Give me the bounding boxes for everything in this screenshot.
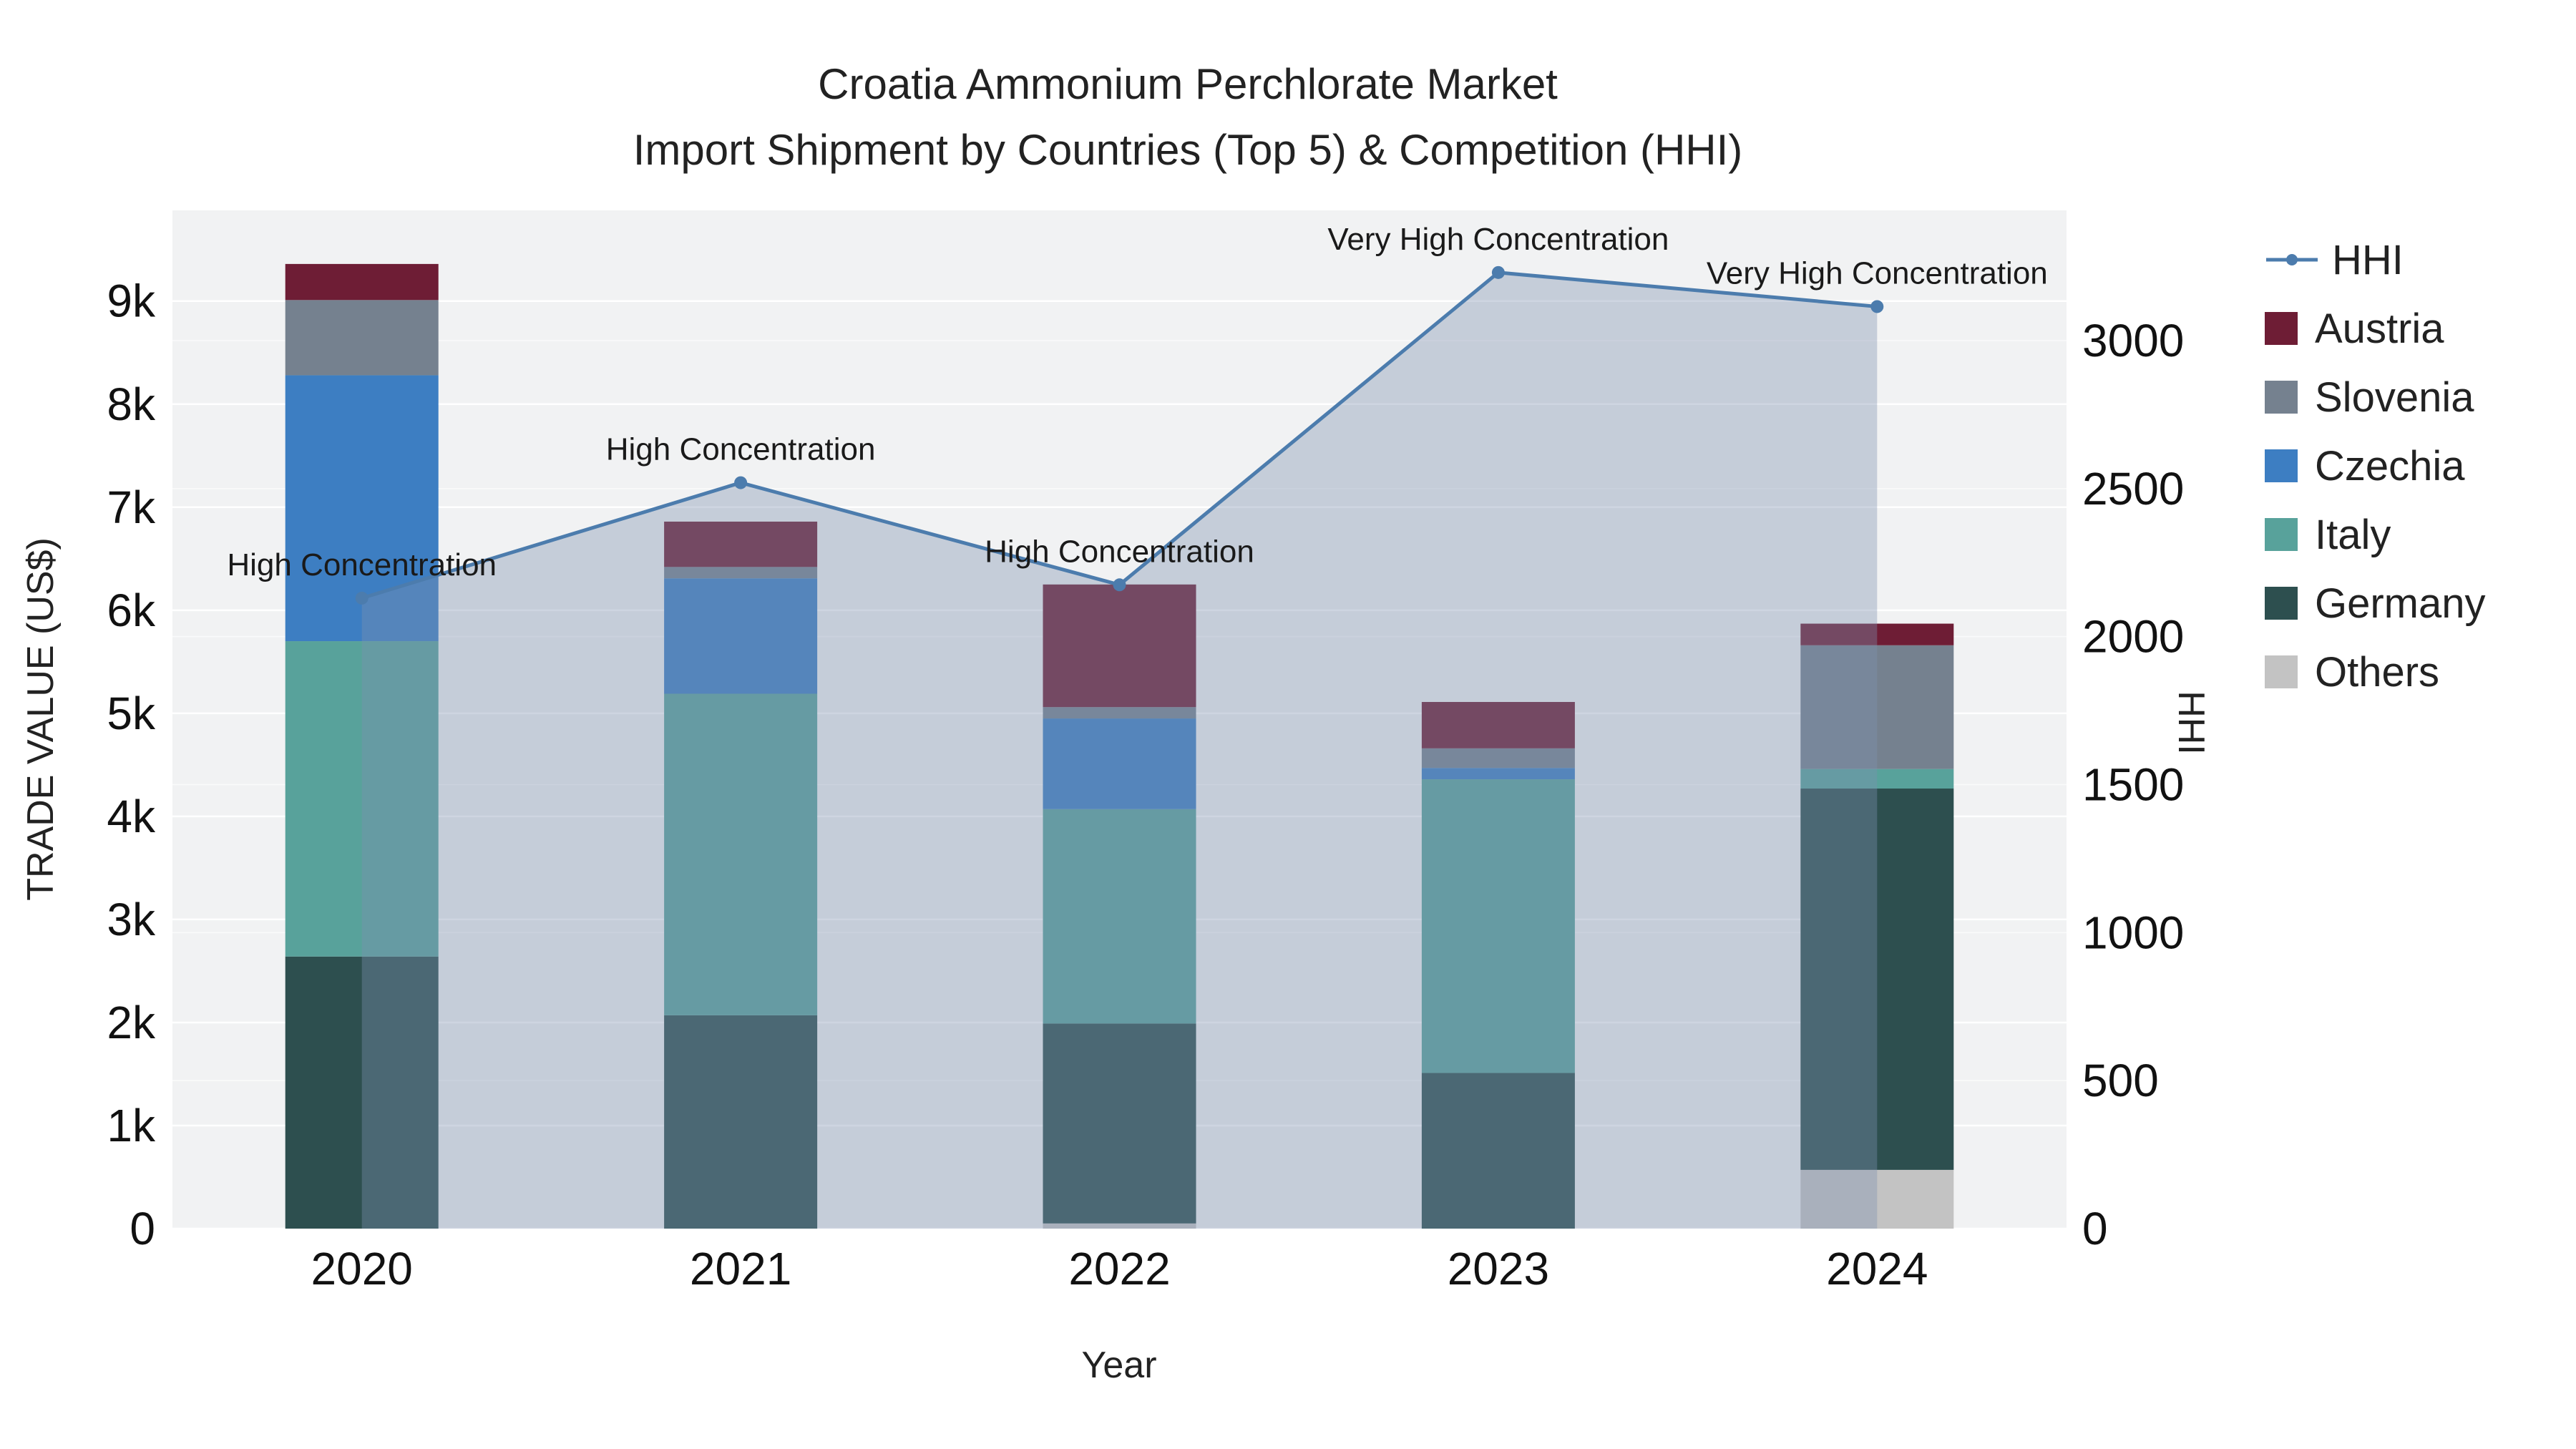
chart-subtitle: Import Shipment by Countries (Top 5) & C… <box>633 126 1743 174</box>
x-tick-2020: 2020 <box>311 1243 413 1294</box>
legend-label: Slovenia <box>2315 374 2474 421</box>
x-tick-2024: 2024 <box>1826 1243 1928 1294</box>
y-right-tick: 2500 <box>2082 463 2184 514</box>
hhi-marker-2024[interactable] <box>1870 300 1884 313</box>
legend-label: Czechia <box>2315 442 2465 489</box>
annotation-2020: High Concentration <box>227 547 497 582</box>
bar-segment-slovenia-2020[interactable] <box>285 300 439 376</box>
bar-segment-czechia-2021[interactable] <box>664 578 818 694</box>
y-left-tick: 1k <box>107 1100 156 1151</box>
y-right-tick: 500 <box>2082 1055 2159 1106</box>
hhi-marker-2021[interactable] <box>734 476 748 489</box>
bar-segment-others-2024[interactable] <box>1800 1169 1954 1229</box>
bar-segment-germany-2020[interactable] <box>285 956 439 1229</box>
legend-swatch-others <box>2265 655 2298 688</box>
y-left-tick: 0 <box>130 1203 155 1254</box>
hhi-line-icon <box>2266 254 2318 265</box>
bar-segment-italy-2021[interactable] <box>664 693 818 1015</box>
legend-swatch-slovenia <box>2265 381 2298 414</box>
hhi-area-fill <box>361 272 1878 1229</box>
x-axis-title: Year <box>1081 1345 1157 1386</box>
legend-label: Others <box>2315 648 2440 696</box>
bar-segment-italy-2024[interactable] <box>1800 769 1954 789</box>
legend-swatch-czechia <box>2265 449 2298 482</box>
bar-segment-italy-2022[interactable] <box>1043 809 1196 1024</box>
bar-segment-slovenia-2023[interactable] <box>1421 748 1575 769</box>
y-right-tick: 3000 <box>2082 315 2184 366</box>
legend-label: Austria <box>2315 305 2444 352</box>
legend-swatch-austria <box>2265 312 2298 345</box>
hhi-marker-2023[interactable] <box>1491 265 1505 279</box>
legend-label: HHI <box>2332 236 2404 283</box>
bar-segment-italy-2020[interactable] <box>285 641 439 957</box>
hhi-marker-2022[interactable] <box>1113 578 1126 592</box>
legend-swatch-italy <box>2265 518 2298 551</box>
legend-item-czechia[interactable]: Czechia <box>2265 431 2486 500</box>
bar-segment-austria-2020[interactable] <box>285 263 439 301</box>
legend-item-italy[interactable]: Italy <box>2265 500 2486 569</box>
hhi-line[interactable] <box>355 265 1884 605</box>
bar-segment-austria-2021[interactable] <box>664 521 818 567</box>
bar-segment-czechia-2023[interactable] <box>1421 768 1575 780</box>
y-right-tick: 1500 <box>2082 759 2184 811</box>
annotation-2024: Very High Concentration <box>1707 255 2048 291</box>
legend: HHI Austria Slovenia Czechia Italy Germany Oth… <box>2265 225 2486 706</box>
annotation-2023: Very High Concentration <box>1327 222 1669 257</box>
y-right-tick: 2000 <box>2082 611 2184 663</box>
y-right-tick: 1000 <box>2082 907 2184 958</box>
bar-segment-austria-2023[interactable] <box>1421 702 1575 748</box>
x-tick-2022: 2022 <box>1068 1243 1170 1294</box>
y-left-tick: 7k <box>107 482 156 533</box>
y-left-tick: 3k <box>107 894 156 945</box>
bar-segment-slovenia-2022[interactable] <box>1043 707 1196 719</box>
bar-segment-germany-2022[interactable] <box>1043 1023 1196 1224</box>
x-tick-2023: 2023 <box>1448 1243 1549 1294</box>
bar-segment-italy-2023[interactable] <box>1421 779 1575 1073</box>
y-right-tick: 0 <box>2082 1203 2108 1254</box>
y-left-tick: 6k <box>107 585 156 636</box>
legend-item-slovenia[interactable]: Slovenia <box>2265 363 2486 431</box>
annotation-2021: High Concentration <box>606 432 876 467</box>
chart-title-block: Croatia Ammonium Perchlorate Market Impo… <box>0 63 2376 172</box>
hhi-marker-2020[interactable] <box>355 591 369 605</box>
x-tick-2021: 2021 <box>690 1243 791 1294</box>
y-right-axis-title: HHI <box>2170 691 2212 755</box>
y-left-tick: 2k <box>107 997 156 1048</box>
stacked-bars[interactable] <box>285 263 1954 1229</box>
bar-segment-germany-2021[interactable] <box>664 1015 818 1229</box>
y-left-tick: 8k <box>107 379 156 430</box>
y-left-tick: 5k <box>107 688 156 739</box>
y-left-tick: 9k <box>107 275 156 327</box>
legend-label: Italy <box>2315 511 2391 558</box>
legend-item-germany[interactable]: Germany <box>2265 569 2486 638</box>
axis-tick-labels: 0 1k 2k 3k 4k 5k 6k 7k 8k 9k 0 500 1000 1500 2000 2500 3… <box>107 275 2184 1294</box>
legend-label: Germany <box>2315 580 2486 627</box>
bar-segment-slovenia-2024[interactable] <box>1800 645 1954 769</box>
bar-segment-others-2022[interactable] <box>1043 1223 1196 1229</box>
bar-segment-germany-2023[interactable] <box>1421 1073 1575 1229</box>
annotation-2022: High Concentration <box>985 534 1254 569</box>
bar-segment-czechia-2022[interactable] <box>1043 718 1196 809</box>
y-left-tick: 4k <box>107 791 156 842</box>
annotations: High Concentration High Concentration High… <box>227 222 2047 582</box>
bar-segment-austria-2024[interactable] <box>1800 623 1954 645</box>
chart-title: Croatia Ammonium Perchlorate Market <box>818 60 1558 108</box>
legend-item-others[interactable]: Others <box>2265 638 2486 706</box>
bar-segment-germany-2024[interactable] <box>1800 788 1954 1170</box>
bar-segment-slovenia-2021[interactable] <box>664 567 818 579</box>
bar-segment-austria-2022[interactable] <box>1043 584 1196 708</box>
legend-swatch-germany <box>2265 587 2298 620</box>
legend-item-austria[interactable]: Austria <box>2265 294 2486 363</box>
y-left-axis-title: TRADE VALUE (US$) <box>20 537 62 901</box>
legend-item-hhi[interactable]: HHI <box>2265 225 2486 294</box>
